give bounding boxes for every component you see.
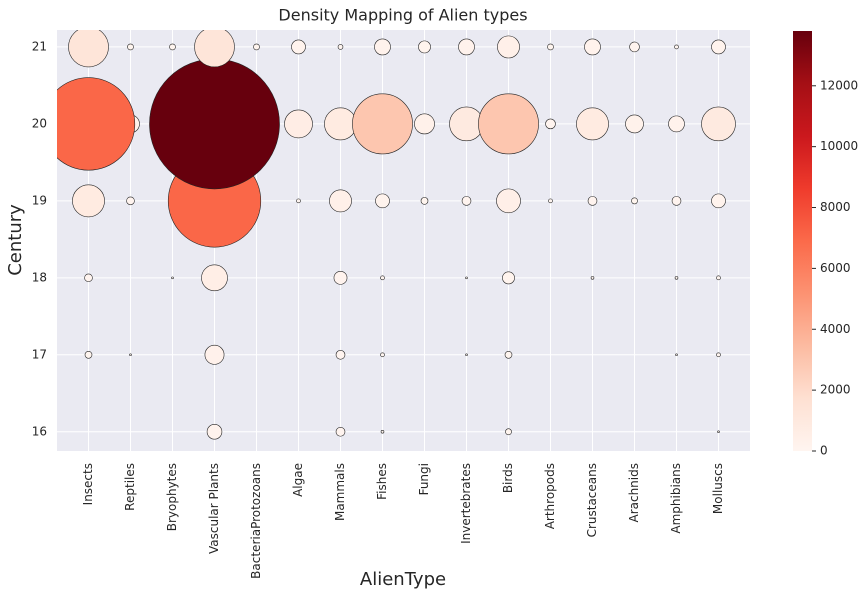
bubble	[711, 193, 726, 209]
bubble	[126, 196, 135, 206]
bubble	[291, 39, 306, 55]
bubble	[169, 43, 176, 51]
bubble	[149, 58, 280, 190]
colorbar	[793, 31, 812, 451]
bubble	[171, 276, 174, 280]
y-axis-label: Century	[5, 204, 26, 276]
bubble	[465, 353, 468, 357]
colorbar-tick-label: 6000	[820, 261, 851, 275]
bubble	[352, 93, 413, 155]
bubble	[380, 352, 385, 358]
chart-title: Density Mapping of Alien types	[278, 6, 527, 25]
bubble	[380, 275, 385, 281]
bubble	[671, 196, 682, 206]
bubble	[418, 40, 431, 54]
bubble	[711, 39, 726, 55]
bubble	[545, 118, 556, 130]
x-tick-label: Bryophytes	[165, 463, 179, 531]
bubble	[629, 41, 640, 53]
bubble	[458, 38, 475, 56]
bubble	[284, 109, 313, 139]
x-tick-label: BacteriaProtozoans	[249, 463, 263, 579]
x-tick-label: Molluscs	[711, 463, 725, 514]
colorbar-tick-label: 12000	[820, 78, 858, 92]
bubble	[675, 353, 678, 357]
y-tick-label: 17	[32, 347, 47, 361]
y-tick-label: 20	[32, 116, 47, 130]
colorbar-tick-label: 8000	[820, 200, 851, 214]
bubble	[547, 43, 554, 51]
bubble	[461, 196, 472, 206]
bubble	[717, 430, 720, 434]
bubble	[204, 344, 225, 365]
x-tick-label: Fishes	[375, 463, 389, 500]
bubble	[333, 270, 348, 285]
bubble	[324, 107, 357, 141]
bubble	[504, 350, 513, 359]
bubble	[380, 429, 385, 434]
colorbar-tick-label: 0	[820, 444, 828, 458]
bubble	[194, 30, 235, 68]
y-tick-label: 16	[32, 424, 47, 438]
bubble	[253, 43, 260, 51]
bubble	[716, 352, 721, 358]
colorbar-tick-label: 2000	[820, 383, 851, 397]
bubble	[414, 113, 435, 135]
bubble	[201, 264, 228, 292]
bubble	[502, 271, 515, 285]
bubble	[584, 38, 601, 56]
bubble	[716, 275, 721, 281]
bubble	[329, 189, 352, 213]
bubble	[335, 426, 346, 437]
bubble	[587, 196, 598, 206]
bubble	[631, 197, 638, 205]
bubble	[465, 276, 468, 280]
bubble	[72, 184, 105, 218]
x-tick-label: Vascular Plants	[207, 463, 221, 554]
bubble	[576, 107, 609, 141]
x-tick-label: Arthropods	[543, 463, 557, 529]
x-tick-label: Algae	[291, 463, 305, 497]
x-tick-label: Birds	[501, 463, 515, 493]
bubble	[496, 188, 521, 214]
bubble	[337, 44, 344, 50]
bubble	[674, 44, 679, 50]
bubble	[420, 197, 429, 205]
bubble	[668, 115, 685, 133]
colorbar-tick-label: 10000	[820, 139, 858, 153]
bubble	[701, 106, 736, 142]
bubble	[478, 93, 539, 155]
bubble	[590, 276, 595, 280]
x-tick-label: Reptiles	[123, 463, 137, 511]
bubble	[625, 114, 644, 134]
bubble	[375, 193, 390, 209]
bubble	[335, 349, 346, 360]
bubble	[57, 77, 136, 171]
bubble	[674, 276, 679, 280]
x-tick-label: Invertebrates	[459, 463, 473, 544]
bubble	[296, 198, 301, 204]
bubble	[206, 424, 223, 440]
bubble	[548, 198, 553, 204]
bubble	[129, 353, 132, 357]
bubble	[84, 350, 93, 359]
x-tick-label: Insects	[81, 463, 95, 505]
bubble	[505, 428, 512, 436]
bubble	[374, 38, 391, 56]
x-tick-label: Crustaceans	[585, 463, 599, 537]
bubble	[497, 35, 520, 59]
y-tick-label: 19	[32, 193, 47, 207]
x-tick-label: Arachnids	[627, 463, 641, 523]
y-tick-label: 21	[32, 39, 47, 53]
bubble	[84, 273, 93, 283]
bubble	[127, 43, 134, 51]
colorbar-tick-label: 4000	[820, 322, 851, 336]
x-axis-label: AlienType	[360, 569, 446, 590]
bubble	[68, 30, 109, 68]
y-tick-label: 18	[32, 270, 47, 284]
x-tick-label: Amphibians	[669, 463, 683, 534]
x-tick-label: Mammals	[333, 463, 347, 521]
x-tick-label: Fungi	[417, 463, 431, 495]
